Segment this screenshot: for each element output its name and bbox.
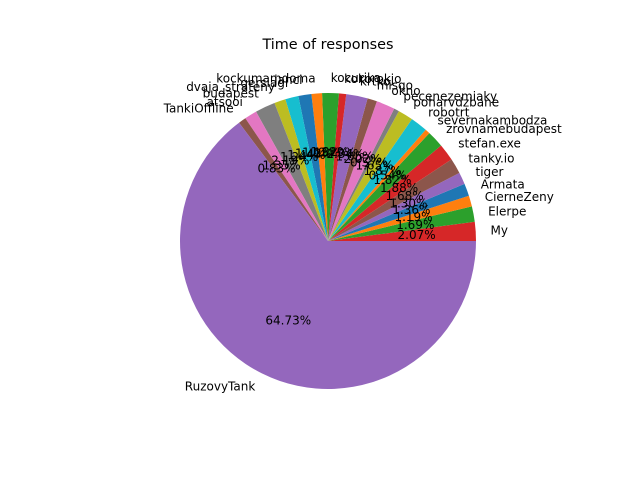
- pie-category-label: severnakambodza: [438, 114, 548, 128]
- pie-slice-misqo: [328, 98, 377, 241]
- pie-category-label: atsooi: [207, 95, 243, 109]
- pie-slice-budapest: [256, 103, 328, 241]
- pie-category-label: My: [491, 223, 508, 237]
- pie-percent-label: 1.68%: [386, 189, 424, 203]
- pie-category-label: tanky.io: [468, 152, 514, 166]
- pie-percent-label: 0.57%: [350, 155, 388, 169]
- pie-category-label: TankiOffline: [163, 101, 234, 115]
- pie-slice-janci: [298, 93, 328, 241]
- pie-slice-pecenezemiaky: [328, 108, 399, 242]
- pie-category-label: krtko: [360, 74, 390, 88]
- pie-slice-tiger: [328, 172, 465, 241]
- pie-percent-label: 0.79%: [318, 146, 356, 160]
- pie-category-label: dvaja_strateny: [186, 80, 275, 94]
- pie-slice-dvaja-strateny: [274, 99, 328, 241]
- pie-percent-label: 2.19%: [271, 154, 309, 168]
- pie-category-label: pecenezemiaky: [403, 90, 497, 104]
- pie-category-label: zrovnamebudapest: [446, 122, 562, 136]
- pie-slice-my: [328, 221, 476, 241]
- pie-percent-label: 1.88%: [380, 181, 418, 195]
- pie-percent-label: 1.35%: [263, 158, 301, 172]
- pie-slice-okno: [328, 101, 395, 241]
- pie-slice-krtko: [328, 94, 368, 241]
- pie-slice-elerpe: [328, 206, 475, 241]
- pie-slice-robotrt: [328, 119, 426, 241]
- pie-percent-label: 1.42%: [295, 146, 333, 160]
- pie-slice-poharvdzbane: [328, 111, 412, 241]
- pie-category-label: Armata: [481, 178, 525, 192]
- pie-category-label: kockumamdoma: [216, 72, 315, 86]
- pie-category-label: Elerpe: [488, 204, 526, 218]
- pie-percent-label: 1.19%: [394, 210, 432, 224]
- pie-category-label: tiger: [476, 165, 504, 179]
- pie-percent-label: 2.02%: [344, 152, 382, 166]
- pie-category-label: gersiagi: [240, 76, 288, 90]
- pie-percent-label: 1.69%: [396, 218, 434, 232]
- pie-category-label: CierneZeny: [485, 190, 554, 204]
- pie-category-label: kocurika: [331, 71, 381, 85]
- pie-percent-label: 1.05%: [336, 149, 374, 163]
- pie-slices: [180, 92, 477, 389]
- pie-percent-label: 2.07%: [398, 228, 436, 242]
- pie-percent-label: 1.82%: [310, 145, 348, 159]
- pie-percent-label: 1.15%: [302, 146, 340, 160]
- pie-category-label: stefan.exe: [458, 136, 521, 150]
- pie-category-label: budapest: [203, 87, 259, 101]
- pie-percent-label: 1.44%: [287, 148, 325, 162]
- pie-slice-kocurika: [322, 92, 339, 241]
- pie-percent-label: 0.83%: [257, 162, 295, 176]
- pie-category-label: poharvdzbane: [413, 95, 499, 109]
- pie-category-label: okno: [391, 84, 420, 98]
- pie-slice-armata: [328, 183, 469, 241]
- pie-category-label: RuzovyTank: [185, 380, 256, 394]
- chart-title: Time of responses: [261, 37, 393, 53]
- pie-percent-label: 1.65%: [355, 158, 393, 172]
- pie-percent-label: 2.34%: [326, 147, 364, 161]
- pie-slice-tankioffline: [239, 118, 328, 241]
- pie-slice-ciernezeny: [328, 195, 472, 241]
- pie-category-label: robotrt: [428, 106, 470, 120]
- pie-category-label: janci: [273, 73, 302, 87]
- pie-slice-kokorokjo: [328, 93, 347, 242]
- pie-percent-label: 64.73%: [265, 314, 311, 328]
- pie-slice-gersiagi: [285, 96, 328, 241]
- pie-percent-label: 1.82%: [373, 173, 411, 187]
- pie-slice-ruzovytank: [180, 122, 477, 389]
- pie-slice-stefan-exe: [328, 145, 452, 241]
- pie-percent-label: 1.30%: [389, 196, 427, 210]
- pie-percent-label: 1.24%: [280, 150, 318, 164]
- pie-percent-label: 0.54%: [369, 168, 407, 182]
- pie-slice-severnakambodza: [328, 129, 430, 241]
- pie-percent-label: 1.36%: [392, 203, 430, 217]
- pie-percent-labels: 2.07%1.69%1.19%1.36%1.30%1.68%1.88%1.82%…: [257, 145, 435, 327]
- pie-slice-atsooi: [245, 111, 328, 242]
- pie-percent-label: 1.87%: [364, 164, 402, 178]
- pie-slice-zrovnamebudapest: [328, 133, 442, 241]
- pie-slice-tanky-io: [328, 159, 460, 241]
- pie-category-label: misqo: [377, 79, 413, 93]
- pie-slice-kockumamdoma: [311, 93, 328, 242]
- pie-category-label: kokorokjo: [344, 72, 401, 86]
